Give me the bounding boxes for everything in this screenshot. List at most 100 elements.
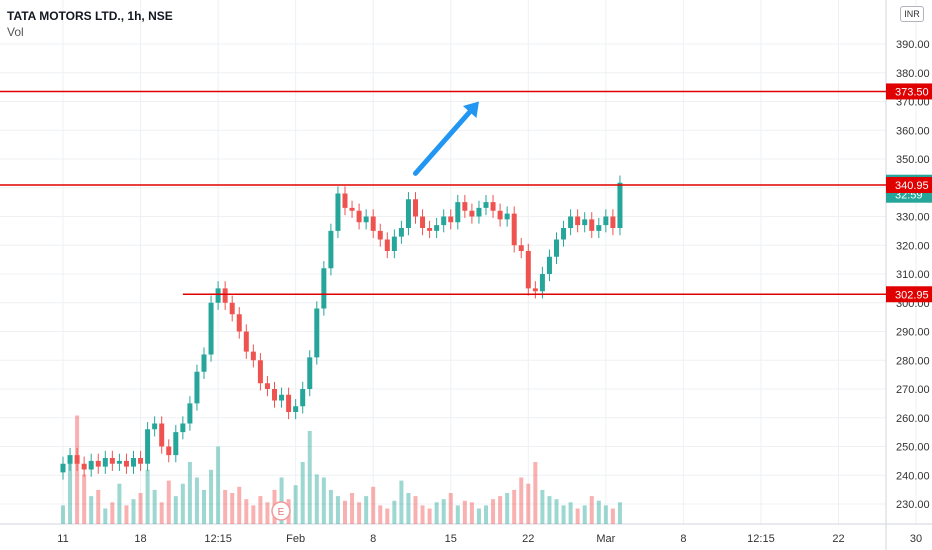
candle[interactable] — [116, 453, 122, 471]
level-price-tag[interactable]: 373.50 — [886, 83, 932, 100]
candle[interactable] — [554, 232, 559, 264]
candle-body — [293, 406, 299, 412]
candle[interactable] — [293, 399, 299, 420]
candle[interactable] — [342, 186, 348, 216]
candle[interactable] — [236, 307, 242, 339]
candle[interactable] — [356, 203, 362, 230]
candle[interactable] — [469, 203, 475, 224]
candle[interactable] — [201, 347, 207, 379]
candle[interactable] — [243, 324, 249, 359]
candle[interactable] — [74, 447, 80, 471]
candle[interactable] — [413, 192, 418, 224]
candle[interactable] — [575, 209, 581, 233]
candle[interactable] — [300, 381, 306, 414]
candle[interactable] — [264, 376, 270, 397]
candle[interactable] — [504, 206, 510, 227]
candle[interactable] — [462, 194, 468, 218]
candle-body — [152, 423, 158, 430]
level-price-tag[interactable]: 340.95 — [886, 177, 932, 194]
candle[interactable] — [257, 353, 263, 391]
candle[interactable] — [194, 364, 200, 411]
candle[interactable] — [215, 281, 221, 310]
volume-bar — [216, 446, 221, 524]
price-tick-label: 320.00 — [896, 240, 930, 252]
candle[interactable] — [582, 212, 588, 233]
candle[interactable] — [377, 223, 383, 247]
candle[interactable] — [123, 453, 129, 474]
candle[interactable] — [455, 194, 461, 230]
candle[interactable] — [102, 450, 108, 474]
candle[interactable] — [546, 249, 552, 282]
candle[interactable] — [286, 387, 292, 420]
candle[interactable] — [448, 209, 454, 230]
candle[interactable] — [314, 301, 320, 365]
volume-bar — [406, 493, 411, 524]
candle[interactable] — [420, 209, 426, 236]
candle[interactable] — [272, 381, 277, 408]
candle-body — [222, 288, 228, 303]
candle[interactable] — [328, 223, 334, 276]
candle[interactable] — [511, 206, 517, 253]
candle[interactable] — [67, 447, 73, 471]
candle[interactable] — [561, 220, 567, 247]
candle[interactable] — [250, 344, 256, 368]
candle[interactable] — [497, 203, 503, 227]
candle[interactable] — [398, 220, 404, 244]
candle[interactable] — [476, 200, 482, 224]
candle[interactable] — [427, 220, 433, 239]
candle[interactable] — [518, 238, 524, 259]
currency-badge[interactable]: INR — [900, 6, 924, 22]
candle-body — [617, 182, 623, 228]
candle[interactable] — [596, 217, 602, 239]
candle[interactable] — [525, 243, 531, 296]
volume-bar — [300, 462, 305, 524]
candle[interactable] — [434, 217, 440, 239]
candle[interactable] — [363, 209, 369, 230]
candle[interactable] — [610, 209, 616, 236]
candle[interactable] — [109, 450, 115, 471]
candle[interactable] — [539, 266, 545, 299]
earnings-event-icon[interactable]: E — [271, 501, 291, 521]
candle[interactable] — [138, 450, 144, 471]
candle[interactable] — [95, 453, 101, 474]
candle[interactable] — [166, 439, 172, 463]
candle[interactable] — [483, 194, 489, 216]
candle[interactable] — [60, 456, 66, 480]
candle[interactable] — [321, 261, 327, 316]
candle[interactable] — [349, 200, 355, 218]
candle[interactable] — [131, 450, 136, 474]
candle[interactable] — [405, 192, 411, 236]
candle[interactable] — [81, 456, 87, 477]
candle[interactable] — [603, 209, 609, 233]
candle[interactable] — [173, 424, 179, 463]
candle[interactable] — [145, 422, 151, 471]
candle[interactable] — [180, 416, 186, 440]
candle-body — [250, 351, 256, 361]
symbol-title[interactable]: TATA MOTORS LTD., 1h, NSE — [7, 9, 173, 23]
level-price-tag[interactable]: 302.95 — [886, 286, 932, 303]
candle[interactable] — [532, 281, 538, 299]
candle[interactable] — [307, 350, 313, 397]
candle[interactable] — [208, 295, 214, 362]
candle[interactable] — [370, 209, 376, 239]
candle[interactable] — [159, 416, 165, 454]
candle[interactable] — [391, 229, 397, 259]
trend-arrow[interactable] — [413, 101, 479, 176]
candle[interactable] — [187, 396, 193, 431]
candle-body — [434, 225, 440, 231]
candle[interactable] — [279, 387, 285, 408]
candle[interactable] — [441, 209, 447, 233]
candle[interactable] — [229, 295, 235, 322]
candle-body — [546, 256, 552, 274]
candle[interactable] — [589, 212, 595, 239]
candle[interactable] — [384, 232, 390, 259]
candle[interactable] — [222, 281, 228, 310]
volume-bar — [138, 493, 143, 524]
candle[interactable] — [152, 416, 158, 437]
candle[interactable] — [568, 209, 574, 236]
candle[interactable] — [335, 186, 341, 239]
candle[interactable] — [88, 453, 94, 477]
candle[interactable] — [490, 194, 496, 218]
price-tick-label: 290.00 — [896, 327, 930, 339]
